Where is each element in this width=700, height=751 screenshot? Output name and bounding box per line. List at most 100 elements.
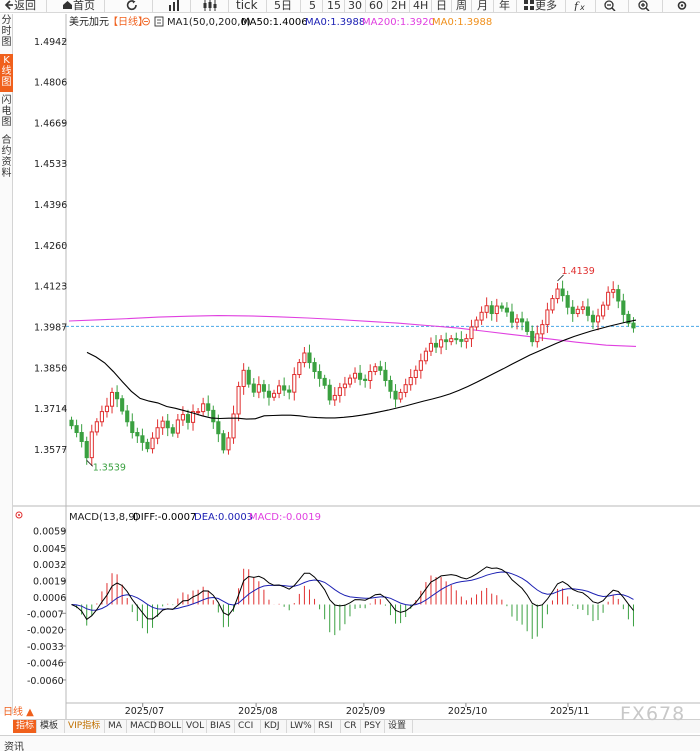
y-tick-label: 1.4942 xyxy=(34,37,67,48)
y-tick-label: 1.3577 xyxy=(34,445,67,456)
candle-up xyxy=(535,333,540,343)
macd-params-text: MACD(13,8,9) xyxy=(69,512,139,523)
refresh-button[interactable] xyxy=(126,0,138,13)
period-60min-button[interactable]: 60 xyxy=(369,0,383,13)
candle-down xyxy=(388,379,393,392)
indicator-tab-label: 模板 xyxy=(40,721,59,731)
period-5day-button[interactable]: 5日 xyxy=(274,0,292,13)
indicator-tab-3[interactable]: MA xyxy=(105,720,127,733)
candle-down xyxy=(433,342,439,348)
indicator-tab-7[interactable]: BIAS xyxy=(207,720,235,733)
zoom-out-icon xyxy=(604,0,616,11)
candle-down xyxy=(393,390,398,400)
candle-down xyxy=(499,305,504,309)
zoom-out-button[interactable] xyxy=(604,0,616,13)
period-5min-button[interactable]: 5 xyxy=(309,0,316,13)
candle-up xyxy=(271,392,277,398)
zoom-in-icon xyxy=(638,0,650,11)
macd-indicator-icon[interactable] xyxy=(15,511,23,519)
candle-up xyxy=(150,437,155,450)
candle-down xyxy=(322,377,327,386)
tick-button[interactable]: tick xyxy=(236,0,258,13)
candle-down xyxy=(120,398,125,412)
grid-icon xyxy=(524,0,534,10)
indicator-list-icon[interactable] xyxy=(154,16,164,27)
more-label: 更多 xyxy=(535,0,557,12)
period-year-button[interactable]: 年 xyxy=(499,0,510,13)
period-15min-button[interactable]: 15 xyxy=(327,0,341,13)
period-selector-label: 日线 ▲ xyxy=(3,707,34,718)
back-button[interactable]: 返回 xyxy=(4,0,36,13)
tab-contract[interactable]: 合约资料 xyxy=(0,134,13,182)
home-icon xyxy=(63,1,72,9)
period-4h-button[interactable]: 4H xyxy=(413,0,428,13)
indicator-tab-10[interactable]: LW% xyxy=(287,720,315,733)
macd-y-tick-label: 0.0006 xyxy=(33,593,66,604)
candlestick-button[interactable] xyxy=(202,0,218,13)
period-year-label: 年 xyxy=(499,0,510,12)
period-30min-button[interactable]: 30 xyxy=(348,0,362,13)
ma50-line xyxy=(86,319,637,420)
period-2h-button[interactable]: 2H xyxy=(391,0,406,13)
candle-up xyxy=(180,414,185,421)
indicator-tab-label: BOLL xyxy=(158,721,182,731)
x-tick-label: 2025/10 xyxy=(448,706,487,717)
top-toolbar: 返回 首页 tick 5日 5 15 30 60 2H 4H 日 周 月 年 更… xyxy=(0,0,700,13)
indicator-tab-11[interactable]: RSI xyxy=(315,720,341,733)
bar-chart-button[interactable] xyxy=(168,0,181,13)
candle-down xyxy=(206,403,211,411)
indicator-tab-13[interactable]: PSY xyxy=(361,720,385,733)
macd-y-tick-label: -0.0033 xyxy=(27,642,64,653)
indicator-tab-14[interactable]: 设置 xyxy=(385,720,413,733)
zoom-in-button[interactable] xyxy=(638,0,650,13)
candle-down xyxy=(170,427,175,434)
candle-down xyxy=(363,378,368,381)
candle-down xyxy=(358,372,363,380)
candle-up xyxy=(423,350,428,362)
period-toggle-icon[interactable] xyxy=(142,17,150,26)
home-button[interactable]: 首页 xyxy=(62,0,95,13)
candle-down xyxy=(185,414,191,423)
indicator-tab-1[interactable]: 模板 xyxy=(37,720,65,733)
x-ticks: 2025/07 2025/08 2025/09 2025/10 2025/11 xyxy=(125,703,589,717)
tick-label: tick xyxy=(236,0,258,12)
tab-kline[interactable]: K线图 xyxy=(0,54,13,92)
news-tab[interactable]: 资讯 xyxy=(4,742,24,751)
indicator-tab-9[interactable]: KDJ xyxy=(261,720,287,733)
indicator-tab-2[interactable]: VIP指标 xyxy=(65,720,105,733)
period-day-button[interactable]: 日 xyxy=(436,0,447,13)
candle-down xyxy=(585,306,590,316)
candle-up xyxy=(580,306,585,310)
indicator-tab-5[interactable]: BOLL xyxy=(155,720,183,733)
candle-down xyxy=(79,432,84,442)
indicator-tab-0[interactable]: 指标 xyxy=(13,720,37,733)
candle-up xyxy=(439,339,444,348)
main-info-line: 美元加元 【日线】 MA1(50,0,200,0) MA50:1.4006 MA… xyxy=(69,15,492,28)
indicator-tab-6[interactable]: VOL xyxy=(183,720,207,733)
candle-up xyxy=(479,311,484,321)
high-annotation: 1.4139 xyxy=(562,266,595,277)
more-button[interactable]: 更多 xyxy=(524,0,557,13)
y-tick-label: 1.3714 xyxy=(34,404,67,415)
period-selector[interactable]: 日线 ▲ xyxy=(0,706,37,720)
candle-up xyxy=(302,352,307,364)
y-tick-label: 1.3850 xyxy=(34,363,67,374)
period-month-button[interactable]: 月 xyxy=(477,0,488,13)
candle-down xyxy=(565,295,570,308)
macd-y-tick-label: -0.0020 xyxy=(27,626,64,637)
candle-down xyxy=(616,289,621,302)
indicator-tab-label: KDJ xyxy=(264,721,280,731)
period-week-button[interactable]: 周 xyxy=(456,0,467,13)
candle-down xyxy=(509,311,515,323)
indicator-tab-4[interactable]: MACD xyxy=(127,720,157,733)
tab-timeshare[interactable]: 分时图 xyxy=(0,14,13,52)
candle-up xyxy=(611,289,616,293)
settings-button[interactable] xyxy=(676,0,688,13)
indicator-tab-12[interactable]: CR xyxy=(341,720,361,733)
indicator-tab-8[interactable]: CCI xyxy=(235,720,261,733)
candle-up xyxy=(545,309,550,326)
ma200-path xyxy=(68,315,637,347)
tab-lightning[interactable]: 闪电图 xyxy=(0,94,13,132)
